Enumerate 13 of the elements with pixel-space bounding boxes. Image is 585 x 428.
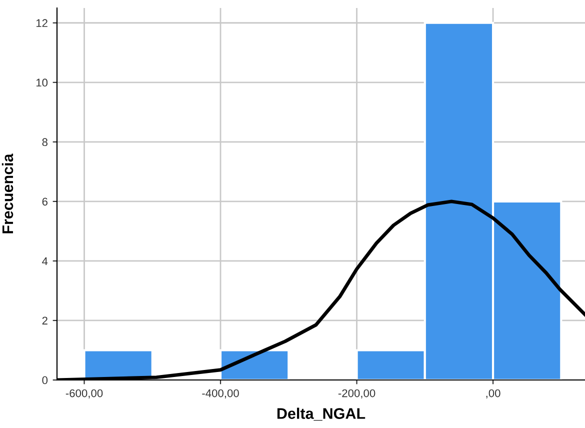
x-tick-label: -200,00 <box>338 389 376 398</box>
x-tick-label: -400,00 <box>202 389 239 398</box>
x-axis-title: Delta_NGAL <box>277 408 366 421</box>
y-tick-label: 4 <box>42 257 48 265</box>
x-tick-label: ,00 <box>486 389 500 398</box>
y-tick-label: 0 <box>42 376 48 384</box>
y-tick-label: 2 <box>42 316 48 325</box>
y-tick-label: 10 <box>36 78 48 87</box>
x-tick-label: -600,00 <box>66 389 103 398</box>
y-axis-title: Frecuencia <box>2 154 14 234</box>
y-tick-label: 6 <box>42 198 48 206</box>
y-tick-label: 12 <box>36 19 48 27</box>
y-tick-label: 8 <box>42 138 48 146</box>
